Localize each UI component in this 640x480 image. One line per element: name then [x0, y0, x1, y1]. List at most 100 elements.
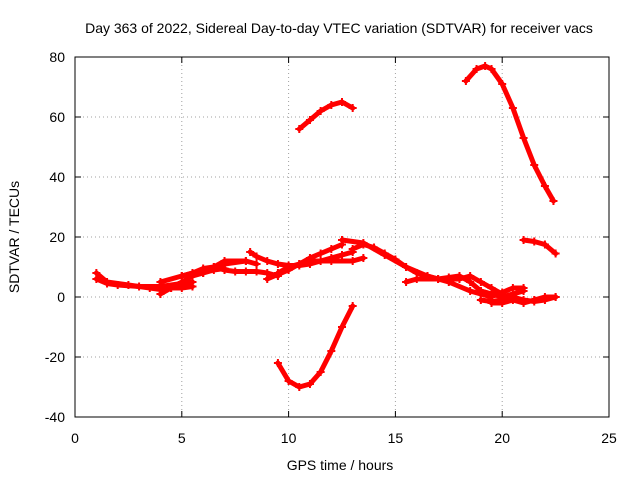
data-point	[370, 243, 379, 252]
data-point	[540, 293, 549, 301]
data-point	[231, 267, 240, 276]
data-point	[252, 252, 261, 261]
series-line-arc-5	[179, 264, 281, 279]
data-point	[145, 284, 154, 292]
data-point	[519, 134, 528, 142]
data-point	[540, 240, 549, 249]
y-tick-label: -40	[45, 409, 65, 425]
data-point	[508, 284, 517, 292]
data-point	[263, 257, 272, 265]
x-tick-label: 0	[71, 430, 79, 446]
series-line-arc-18	[275, 303, 356, 390]
data-point	[508, 296, 517, 304]
data-point	[348, 302, 357, 310]
data-point	[519, 236, 528, 244]
data-point	[220, 266, 229, 274]
data-point	[156, 290, 165, 298]
data-point	[338, 251, 346, 259]
data-point	[252, 260, 261, 268]
data-point	[188, 269, 197, 277]
y-tick-label: 20	[49, 229, 65, 245]
data-point	[402, 278, 411, 286]
data-point	[348, 245, 357, 253]
data-point	[327, 257, 336, 265]
data-point	[246, 248, 255, 256]
data-point	[273, 260, 282, 268]
data-point	[92, 269, 101, 277]
data-point	[327, 101, 336, 109]
x-tick-label: 15	[388, 430, 404, 446]
x-tick-label: 5	[178, 430, 186, 446]
series-line-arc-17	[463, 63, 556, 204]
data-point	[124, 281, 133, 289]
data-point	[466, 278, 475, 286]
data-point	[359, 240, 368, 249]
data-point	[498, 80, 507, 88]
data-point	[295, 383, 304, 391]
data-point	[498, 299, 507, 307]
data-point	[540, 182, 549, 190]
data-point	[359, 254, 368, 262]
data-point	[327, 347, 336, 355]
data-point	[241, 257, 250, 265]
data-point	[177, 272, 186, 280]
data-point	[348, 257, 357, 265]
series-layer	[92, 62, 560, 391]
data-point	[455, 272, 464, 280]
data-point	[316, 107, 325, 115]
data-point	[551, 249, 560, 258]
data-point	[530, 161, 539, 169]
x-tick-label: 10	[281, 430, 297, 446]
data-point	[295, 260, 304, 268]
data-point	[348, 104, 357, 112]
data-point	[156, 278, 165, 286]
data-point	[461, 77, 470, 85]
data-point	[481, 62, 490, 70]
data-point	[305, 116, 314, 124]
data-point	[263, 275, 272, 283]
data-point	[305, 257, 314, 265]
y-tick-label: 60	[49, 109, 65, 125]
x-tick-label: 25	[601, 430, 617, 446]
data-point	[199, 269, 208, 277]
data-point	[338, 236, 346, 244]
data-point	[487, 299, 496, 307]
data-point	[434, 275, 443, 283]
data-point	[466, 287, 475, 295]
data-point	[487, 65, 496, 73]
data-point	[316, 249, 325, 258]
data-point	[508, 104, 517, 112]
data-point	[530, 237, 539, 246]
data-point	[338, 98, 346, 106]
x-tick-label: 20	[494, 430, 510, 446]
data-point	[273, 359, 282, 367]
data-point	[252, 267, 261, 276]
data-point	[295, 125, 304, 133]
data-point	[380, 249, 389, 258]
data-point	[305, 380, 314, 388]
data-point	[472, 65, 481, 73]
data-point	[476, 287, 485, 295]
data-point	[167, 284, 176, 292]
data-point	[519, 299, 528, 307]
data-point	[402, 263, 411, 271]
y-tick-label: 0	[57, 289, 65, 305]
data-point	[188, 282, 197, 291]
y-tick-label: 80	[49, 49, 65, 65]
data-point	[530, 296, 539, 304]
data-point	[487, 290, 496, 298]
data-point	[476, 278, 485, 286]
series-line-arc-16	[296, 99, 356, 132]
data-point	[103, 278, 112, 286]
data-point	[498, 288, 507, 297]
data-point	[316, 368, 325, 376]
data-point	[549, 197, 558, 205]
data-point	[209, 263, 218, 271]
data-point	[273, 269, 282, 277]
data-point	[444, 273, 453, 282]
data-point	[476, 296, 485, 304]
data-point	[327, 245, 336, 253]
series-line-arc-19	[521, 237, 559, 256]
chart-title: Day 363 of 2022, Sidereal Day-to-day VTE…	[85, 20, 593, 36]
